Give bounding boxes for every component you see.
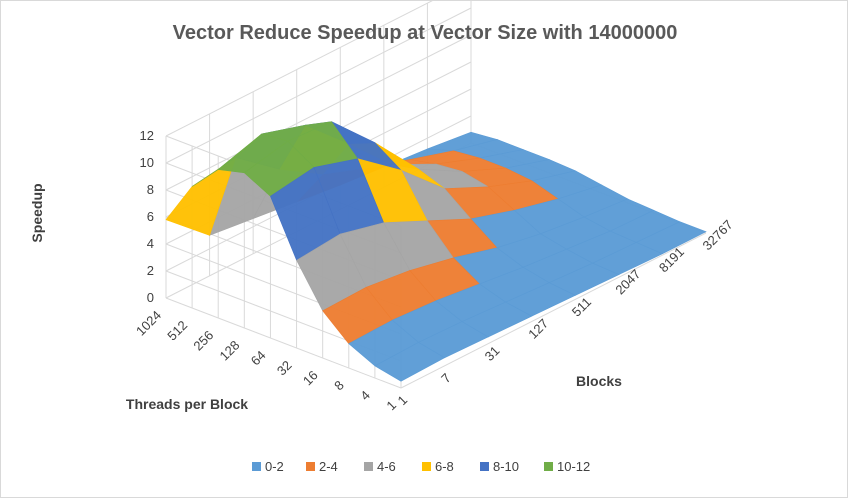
z-tick-label: 8 bbox=[147, 182, 154, 197]
threads-tick-label: 128 bbox=[217, 338, 243, 364]
legend-label: 8-10 bbox=[493, 459, 519, 474]
legend-swatch bbox=[480, 462, 489, 471]
blocks-tick-label: 127 bbox=[525, 316, 551, 342]
threads-tick-label: 8 bbox=[331, 378, 347, 394]
legend-swatch bbox=[422, 462, 431, 471]
legend: 0-2 2-4 4-6 6-8 8-10 10-12 bbox=[252, 459, 590, 474]
legend-swatch bbox=[364, 462, 373, 471]
z-tick-label: 2 bbox=[147, 263, 154, 278]
legend-label: 6-8 bbox=[435, 459, 454, 474]
back-gridline bbox=[165, 1, 433, 137]
z-tick-label: 6 bbox=[147, 209, 154, 224]
blocks-tick-label: 7 bbox=[438, 370, 454, 386]
legend-swatch bbox=[306, 462, 315, 471]
back-gridline bbox=[165, 34, 472, 191]
z-tick-label: 12 bbox=[140, 128, 154, 143]
floor-edge bbox=[400, 232, 707, 389]
blocks-tick-label: 32767 bbox=[700, 217, 736, 253]
legend-label: 0-2 bbox=[265, 459, 284, 474]
threads-tick-label: 4 bbox=[357, 388, 373, 404]
z-tick-label: 0 bbox=[147, 290, 154, 305]
chart-title: Vector Reduce Speedup at Vector Size wit… bbox=[173, 22, 678, 44]
z-axis-ticks: 0 2 4 6 8 10 12 bbox=[140, 128, 154, 305]
threads-tick-label: 1024 bbox=[133, 308, 164, 339]
surface-plot bbox=[165, 121, 707, 382]
legend-swatch bbox=[544, 462, 553, 471]
side-gridline bbox=[165, 297, 402, 389]
threads-tick-label: 512 bbox=[164, 318, 190, 344]
threads-tick-label: 64 bbox=[248, 348, 269, 369]
blocks-axis-title: Blocks bbox=[576, 373, 622, 389]
z-axis-title: Speedup bbox=[29, 183, 45, 242]
blocks-tick-label: 31 bbox=[482, 343, 503, 364]
blocks-tick-label: 511 bbox=[569, 294, 594, 319]
z-tick-label: 10 bbox=[140, 155, 154, 170]
threads-tick-label: 32 bbox=[274, 358, 295, 379]
threads-tick-label: 256 bbox=[190, 328, 216, 354]
threads-tick-label: 16 bbox=[300, 368, 321, 389]
back-gridline bbox=[165, 7, 472, 164]
legend-label: 4-6 bbox=[377, 459, 396, 474]
legend-swatch bbox=[252, 462, 261, 471]
legend-label: 2-4 bbox=[319, 459, 338, 474]
threads-axis-title: Threads per Block bbox=[126, 396, 248, 412]
blocks-tick-label: 1 bbox=[395, 392, 411, 408]
legend-label: 10-12 bbox=[557, 459, 590, 474]
z-tick-label: 4 bbox=[147, 236, 154, 251]
surface-facet bbox=[374, 342, 446, 382]
